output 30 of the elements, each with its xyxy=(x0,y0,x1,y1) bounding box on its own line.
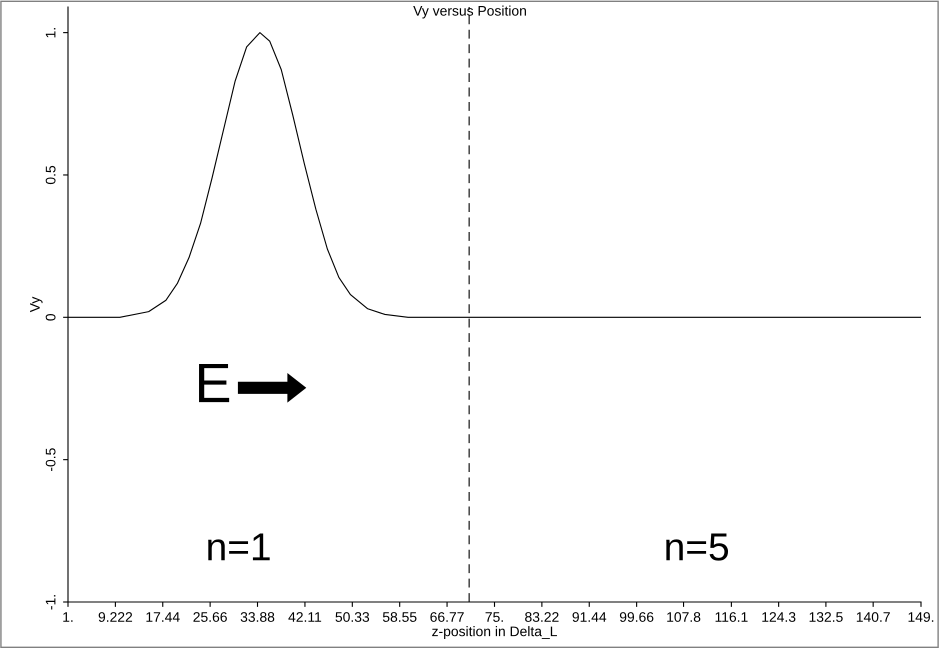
x-tick-label: 42.11 xyxy=(288,612,322,622)
annotation: n=1 xyxy=(208,534,270,560)
x-tick-label: 25.66 xyxy=(193,612,227,622)
x-tick-label: 149. xyxy=(908,612,934,622)
x-tick-label: 33.88 xyxy=(240,612,274,622)
y-axis-title: Vy xyxy=(30,296,43,312)
y-tick-label: -0.5 xyxy=(46,448,56,472)
x-tick-label: 132.5 xyxy=(810,612,843,622)
y-tick-label: 1. xyxy=(46,28,56,38)
x-tick-label: 1. xyxy=(63,612,73,622)
x-tick-label: 83.22 xyxy=(525,612,559,622)
x-tick-label: 99.66 xyxy=(620,612,654,622)
x-tick-label: 66.77 xyxy=(430,612,464,622)
x-tick-label: 91.44 xyxy=(572,612,606,622)
x-axis-title: z-position in Delta_L xyxy=(432,626,557,640)
y-tick-label: 0 xyxy=(46,314,56,321)
annotation: E xyxy=(199,364,230,402)
y-tick-label: 0.5 xyxy=(46,166,56,184)
annotation: n=5 xyxy=(666,534,728,561)
x-tick-label: 124.3 xyxy=(762,612,796,622)
x-tick-label: 107.8 xyxy=(667,612,700,622)
x-tick-label: 9.222 xyxy=(98,612,132,622)
x-tick-label: 140.7 xyxy=(856,612,890,622)
x-tick-label: 58.55 xyxy=(382,612,416,622)
x-tick-label: 50.33 xyxy=(335,612,370,622)
x-tick-label: 75. xyxy=(486,612,503,622)
x-tick-label: 17.44 xyxy=(146,612,180,622)
x-tick-label: 116.1 xyxy=(716,612,748,622)
chart-title: Vy versus Position xyxy=(413,6,526,18)
y-tick-label: -1. xyxy=(46,595,56,610)
